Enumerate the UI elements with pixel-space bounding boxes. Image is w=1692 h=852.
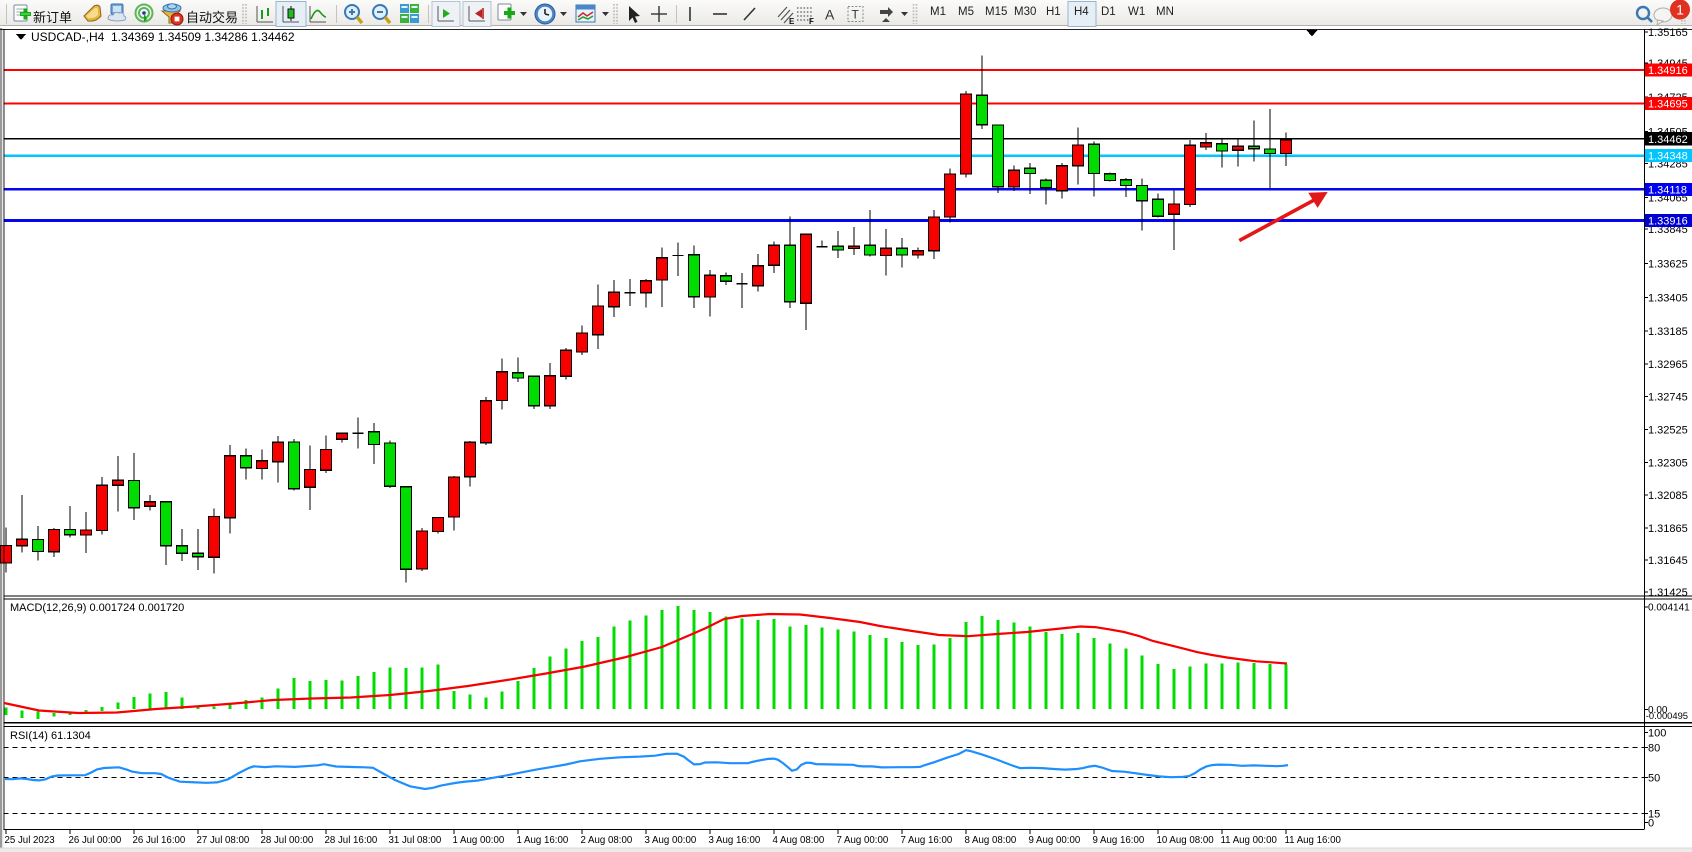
svg-text:1.33625: 1.33625 [1648, 259, 1688, 271]
svg-text:25 Jul 2023: 25 Jul 2023 [5, 835, 55, 846]
svg-text:2 Aug 08:00: 2 Aug 08:00 [581, 835, 633, 846]
svg-text:-0.000495: -0.000495 [1646, 710, 1688, 721]
svg-text:1.31425: 1.31425 [1648, 587, 1688, 599]
svg-text:28 Jul 16:00: 28 Jul 16:00 [325, 835, 378, 846]
svg-text:F: F [809, 17, 814, 26]
svg-text:A: A [825, 7, 835, 23]
svg-text:1.32965: 1.32965 [1648, 359, 1688, 371]
svg-text:9 Aug 00:00: 9 Aug 00:00 [1029, 835, 1081, 846]
svg-text:11 Aug 00:00: 11 Aug 00:00 [1221, 835, 1278, 846]
svg-text:1.34916: 1.34916 [1648, 65, 1688, 77]
svg-text:RSI(14) 61.1304: RSI(14) 61.1304 [10, 730, 91, 742]
svg-text:1.33916: 1.33916 [1648, 216, 1688, 228]
svg-text:50: 50 [1648, 772, 1660, 784]
svg-text:1.31865: 1.31865 [1648, 523, 1688, 535]
svg-text:0: 0 [1648, 818, 1654, 830]
svg-text:7 Aug 16:00: 7 Aug 16:00 [901, 835, 953, 846]
svg-text:1.34348: 1.34348 [1648, 151, 1688, 163]
svg-text:3 Aug 16:00: 3 Aug 16:00 [709, 835, 761, 846]
svg-text:MACD(12,26,9) 0.001724 0.00172: MACD(12,26,9) 0.001724 0.001720 [10, 602, 184, 614]
svg-text:0.004141: 0.004141 [1648, 603, 1690, 614]
svg-text:26 Jul 00:00: 26 Jul 00:00 [69, 835, 122, 846]
svg-text:1.35165: 1.35165 [1648, 27, 1688, 39]
svg-text:9 Aug 16:00: 9 Aug 16:00 [1093, 835, 1145, 846]
svg-text:100: 100 [1648, 728, 1666, 740]
svg-text:1.34695: 1.34695 [1648, 98, 1688, 110]
svg-text:1.32745: 1.32745 [1648, 392, 1688, 404]
svg-text:T: T [852, 8, 860, 22]
svg-text:15: 15 [1648, 809, 1660, 821]
svg-text:11 Aug 16:00: 11 Aug 16:00 [1285, 835, 1342, 846]
svg-text:26 Jul 16:00: 26 Jul 16:00 [133, 835, 186, 846]
svg-text:7 Aug 00:00: 7 Aug 00:00 [837, 835, 889, 846]
svg-text:1.31645: 1.31645 [1648, 555, 1688, 567]
svg-text:3 Aug 00:00: 3 Aug 00:00 [645, 835, 697, 846]
svg-text:1.33185: 1.33185 [1648, 326, 1688, 338]
svg-text:1 Aug 16:00: 1 Aug 16:00 [517, 835, 569, 846]
svg-text:0.00: 0.00 [1648, 705, 1668, 716]
svg-text:8 Aug 08:00: 8 Aug 08:00 [965, 835, 1017, 846]
svg-text:1: 1 [1676, 2, 1684, 18]
svg-text:31 Jul 08:00: 31 Jul 08:00 [389, 835, 442, 846]
svg-text:1.32085: 1.32085 [1648, 490, 1688, 502]
svg-text:1 Aug 00:00: 1 Aug 00:00 [453, 835, 505, 846]
svg-text:1.32305: 1.32305 [1648, 457, 1688, 469]
svg-text:1.33405: 1.33405 [1648, 293, 1688, 305]
svg-text:4 Aug 08:00: 4 Aug 08:00 [773, 835, 825, 846]
svg-text:1.34118: 1.34118 [1648, 184, 1687, 196]
svg-text:27 Jul 08:00: 27 Jul 08:00 [197, 835, 250, 846]
svg-text:10 Aug 08:00: 10 Aug 08:00 [1157, 835, 1215, 846]
svg-text:USDCAD-,H4 1.34369 1.34509 1.: USDCAD-,H4 1.34369 1.34509 1.34286 1.344… [31, 30, 295, 44]
svg-text:80: 80 [1648, 743, 1660, 755]
svg-text:1.32525: 1.32525 [1648, 425, 1688, 437]
svg-text:1.34462: 1.34462 [1648, 134, 1688, 146]
svg-text:28 Jul 00:00: 28 Jul 00:00 [261, 835, 314, 846]
svg-text:E: E [789, 17, 795, 26]
